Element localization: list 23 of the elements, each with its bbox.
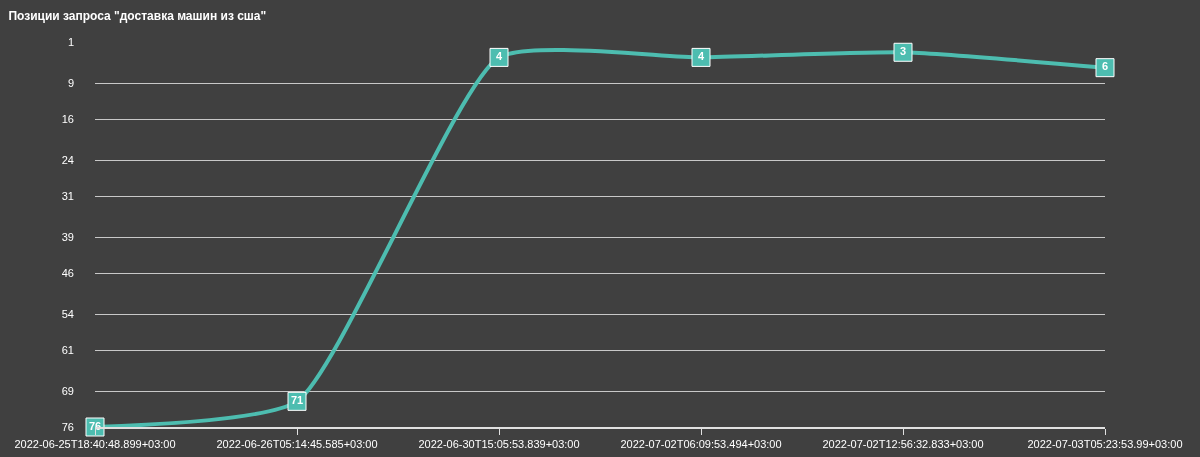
data-label: 4: [495, 50, 503, 63]
y-tick-label: 46: [61, 266, 74, 279]
y-tick-label: 61: [61, 343, 74, 356]
chart-title: Позиции запроса "доставка машин из сша": [8, 8, 267, 23]
y-tick-label: 24: [61, 153, 74, 166]
data-label: 71: [290, 394, 304, 407]
x-tick-label: 2022-07-02T12:56:32.833+03:00: [822, 438, 984, 451]
x-tick-label: 2022-07-03T05:23:53.99+03:00: [1027, 438, 1183, 451]
x-tick-label: 2022-06-30T15:05:53.839+03:00: [418, 438, 580, 451]
data-label: 6: [1101, 60, 1109, 73]
y-tick-label: 9: [67, 76, 74, 89]
y-tick-label: 76: [61, 420, 74, 433]
y-tick-label: 16: [61, 112, 74, 125]
y-tick-label: 1: [67, 35, 74, 48]
data-label: 4: [697, 50, 705, 63]
x-tick-label: 2022-06-26T05:14:45.585+03:00: [216, 438, 378, 451]
x-tick-label: 2022-06-25T18:40:48.899+03:00: [14, 438, 176, 451]
y-tick-label: 39: [61, 230, 74, 243]
data-label: 3: [899, 45, 907, 58]
y-tick-label: 31: [61, 189, 74, 202]
y-tick-label: 54: [61, 307, 74, 320]
x-tick-label: 2022-07-02T06:09:53.494+03:00: [620, 438, 782, 451]
y-tick-label: 69: [61, 384, 74, 397]
